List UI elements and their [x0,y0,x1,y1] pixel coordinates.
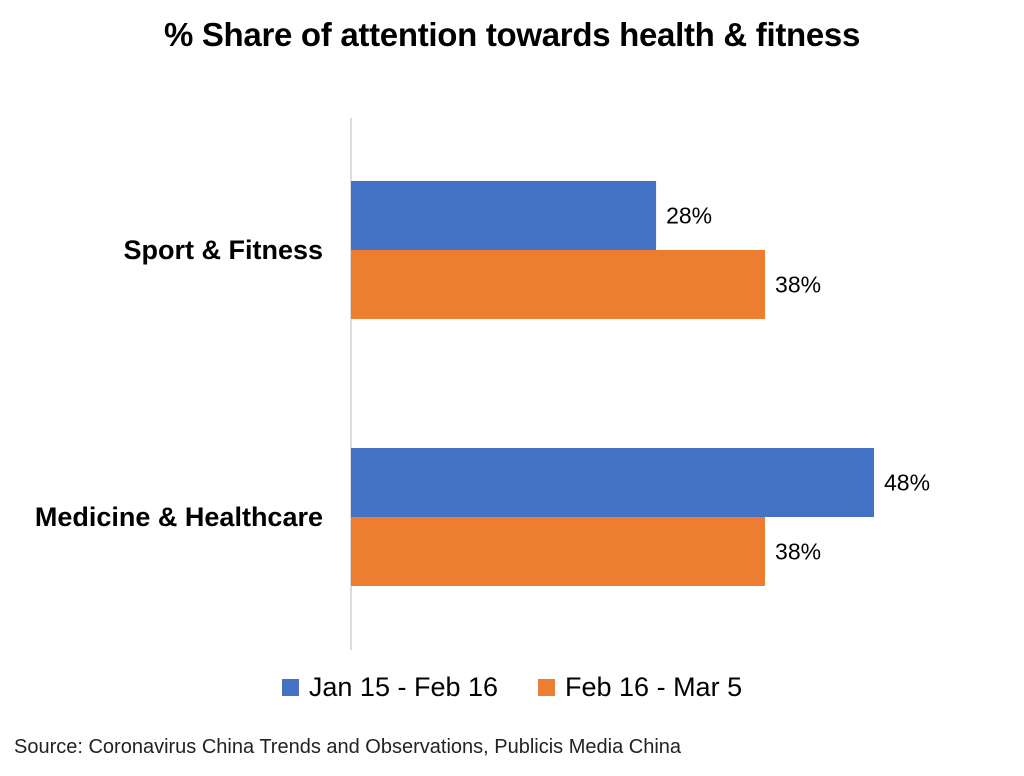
chart-title: % Share of attention towards health & fi… [163,16,861,53]
bar-1-series-2 [351,250,766,319]
source-note: Source: Coronavirus China Trends and Obs… [14,736,682,758]
bar-2-series-1 [351,448,874,517]
legend: Jan 15 - Feb 16 Feb 16 - Mar 5 [0,672,1024,703]
legend-swatch-series-1 [281,679,299,696]
legend-label-series-2: Feb 16 - Mar 5 [565,672,743,702]
data-label-2-series-2: 38% [775,539,821,565]
data-label-2-series-1: 48% [884,470,930,496]
bar-2-series-2 [351,517,766,586]
legend-label-series-1: Jan 15 - Feb 16 [308,672,499,702]
category-label-1: Sport & Fitness [123,235,323,265]
legend-item-series-2: Feb 16 - Mar 5 [538,672,742,703]
category-label-2: Medicine & Healthcare [35,502,323,532]
legend-swatch-series-2 [538,679,556,696]
bar-1-series-1 [351,181,657,250]
legend-item-series-1: Jan 15 - Feb 16 [281,672,499,703]
bar-chart: Sport & Fitness 28% 38% Medicine & Healthca… [35,118,930,650]
data-label-1-series-1: 28% [666,203,712,229]
data-label-1-series-2: 38% [775,272,821,298]
